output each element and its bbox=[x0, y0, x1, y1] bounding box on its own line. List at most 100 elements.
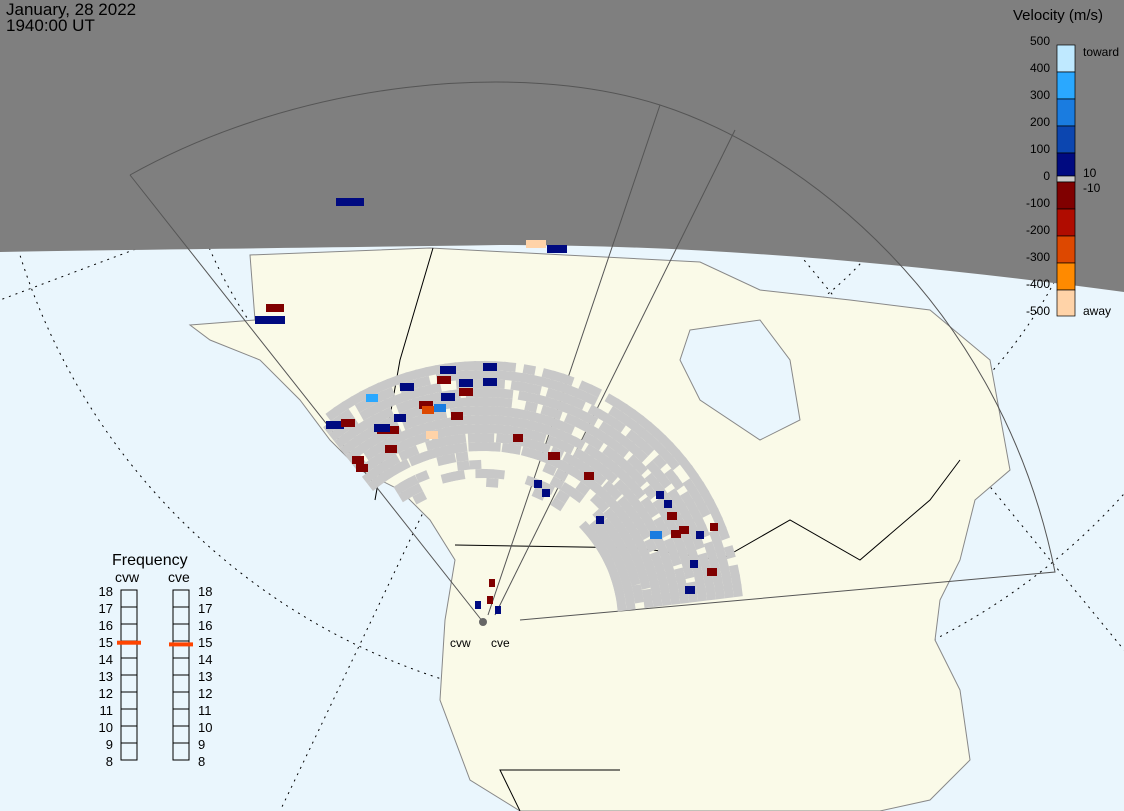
colorbar-tick: 500 bbox=[1030, 34, 1050, 48]
ground-scatter-cell bbox=[657, 523, 671, 539]
velocity-cell bbox=[584, 472, 594, 480]
ground-scatter-cell bbox=[442, 453, 457, 465]
colorbar-tick: -300 bbox=[1026, 250, 1050, 264]
velocity-cell bbox=[400, 383, 414, 391]
velocity-cell bbox=[542, 489, 550, 497]
velocity-cell bbox=[356, 464, 368, 472]
ground-scatter-cell bbox=[602, 469, 618, 484]
velocity-cell bbox=[437, 376, 451, 384]
velocity-cell bbox=[419, 401, 433, 409]
ground-scatter-cell bbox=[433, 409, 448, 421]
velocity-cell bbox=[679, 526, 689, 534]
ground-scatter-cell bbox=[644, 503, 660, 519]
ground-scatter-cell bbox=[639, 441, 655, 457]
ground-scatter-cell bbox=[575, 481, 591, 496]
velocity-cell bbox=[547, 245, 567, 253]
frequency-tick: 15 bbox=[99, 635, 113, 650]
ground-scatter-cell bbox=[453, 433, 467, 445]
frequency-tick: 13 bbox=[198, 669, 212, 684]
frequency-cell bbox=[172, 589, 190, 608]
velocity-cell bbox=[426, 431, 438, 439]
ground-scatter-cell bbox=[492, 469, 505, 480]
ground-scatter-cell bbox=[642, 484, 658, 500]
colorbar-tick: 400 bbox=[1030, 61, 1050, 75]
frequency-cell bbox=[172, 657, 190, 676]
ground-scatter-cell bbox=[682, 565, 695, 580]
frequency-cell bbox=[120, 589, 138, 608]
label-10: 10 bbox=[1083, 166, 1097, 180]
ground-scatter-cell bbox=[570, 436, 586, 450]
frequency-cell bbox=[120, 623, 138, 642]
velocity-cell bbox=[366, 394, 378, 402]
velocity-cell bbox=[707, 568, 717, 576]
ground-scatter-cell bbox=[714, 586, 725, 600]
ground-scatter-cell bbox=[591, 471, 607, 486]
ground-scatter-cell bbox=[588, 436, 604, 451]
ground-scatter-cell bbox=[669, 475, 685, 491]
velocity-cell bbox=[667, 512, 677, 520]
frequency-cell bbox=[120, 742, 138, 761]
ground-scatter-cell bbox=[669, 552, 682, 567]
velocity-cell bbox=[548, 452, 560, 460]
ground-scatter-cell bbox=[404, 445, 420, 459]
colorbar-segment bbox=[1056, 289, 1076, 317]
frequency-tick: 12 bbox=[99, 686, 113, 701]
ground-scatter-cell bbox=[555, 489, 571, 504]
ground-scatter-cell bbox=[705, 587, 716, 601]
velocity-cell bbox=[459, 379, 473, 387]
radar-scatter bbox=[255, 198, 743, 614]
velocity-cell bbox=[685, 586, 695, 594]
ground-scatter-cell bbox=[559, 441, 575, 455]
velocity-cell bbox=[483, 378, 497, 386]
frequency-tick: 9 bbox=[106, 737, 113, 752]
ground-scatter-cell bbox=[616, 598, 627, 612]
ground-scatter-cell bbox=[488, 441, 501, 452]
ground-scatter-cell bbox=[678, 590, 690, 604]
colorbar-segment bbox=[1056, 98, 1076, 127]
ground-scatter-cell bbox=[485, 477, 499, 488]
frequency-cell bbox=[172, 691, 190, 710]
frequency-tick: 17 bbox=[99, 601, 113, 616]
frequency-tick: 17 bbox=[198, 601, 212, 616]
frequency-panel: Frequency cvw cve 18 17 16 15 14 13 12 11 10 9 8 18… bbox=[99, 552, 213, 769]
colorbar-tick: -500 bbox=[1026, 304, 1050, 318]
ground-scatter-cell bbox=[481, 468, 494, 479]
ground-scatter-cell bbox=[583, 392, 599, 406]
ground-scatter-cell bbox=[587, 384, 602, 398]
ground-scatter-cell bbox=[380, 387, 396, 400]
colorbar-tick: 0 bbox=[1043, 169, 1050, 183]
colorbar-tick: -400 bbox=[1026, 277, 1050, 291]
ground-scatter-cell bbox=[469, 459, 482, 470]
colorbar-segment bbox=[1056, 125, 1076, 154]
ground-scatter-cell bbox=[455, 451, 469, 463]
velocity-cell bbox=[451, 412, 463, 420]
ground-scatter-cell bbox=[532, 430, 547, 444]
ground-scatter-cell bbox=[536, 441, 551, 454]
frequency-cell bbox=[172, 742, 190, 761]
velocity-cell bbox=[440, 366, 456, 374]
velocity-cell bbox=[495, 606, 501, 614]
ground-scatter-cell bbox=[455, 370, 468, 381]
velocity-cell bbox=[422, 406, 434, 414]
frequency-tick: 9 bbox=[198, 737, 205, 752]
frequency-tick: 11 bbox=[100, 703, 114, 718]
label-minus-10: -10 bbox=[1083, 181, 1101, 195]
frequency-marker bbox=[169, 642, 193, 647]
frequency-tick: 10 bbox=[198, 720, 212, 735]
away-label: away bbox=[1083, 304, 1111, 318]
ground-scatter-cell bbox=[607, 485, 623, 501]
ground-scatter-cell bbox=[424, 365, 439, 377]
frequency-tick: 13 bbox=[99, 669, 113, 684]
velocity-cell bbox=[459, 388, 473, 396]
toward-label: toward bbox=[1083, 45, 1119, 59]
frequency-tick: 16 bbox=[99, 618, 113, 633]
velocity-cell bbox=[696, 531, 704, 539]
frequency-cell bbox=[172, 606, 190, 625]
velocity-cell bbox=[690, 560, 698, 568]
hudson-bay bbox=[679, 319, 801, 441]
ground-scatter-cell bbox=[550, 497, 566, 512]
ground-scatter-cell bbox=[622, 585, 635, 600]
velocity-cell bbox=[656, 491, 664, 499]
timestamp: January, 28 2022 1940:00 UT bbox=[6, 1, 136, 34]
